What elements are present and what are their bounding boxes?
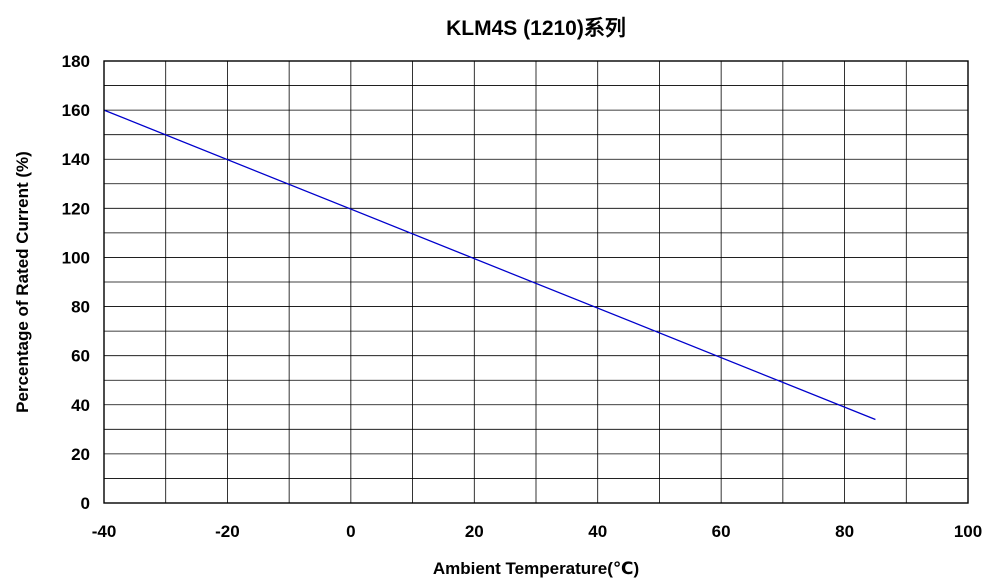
x-tick-label: 80 [835,522,854,541]
x-tick-label: 20 [465,522,484,541]
y-tick-labels: 0 20 40 60 80 100 120 140 160 180 [62,52,90,513]
y-tick-label: 40 [71,396,90,415]
y-tick-label: 100 [62,248,90,267]
x-tick-label: -20 [215,522,240,541]
x-tick-label: -40 [92,522,117,541]
y-tick-label: 120 [62,199,90,218]
x-tick-label: 0 [346,522,355,541]
y-tick-label: 60 [71,347,90,366]
y-tick-label: 160 [62,101,90,120]
y-tick-label: 80 [71,298,90,317]
chart-grid [104,61,968,503]
x-tick-label: 60 [712,522,731,541]
y-axis-label: Percentage of Rated Current (%) [13,151,32,413]
x-tick-label: 100 [954,522,982,541]
y-tick-label: 20 [71,445,90,464]
plot-frame [103,60,969,504]
series-line [103,109,876,421]
chart-title: KLM4S (1210)系列 [446,17,626,40]
y-tick-label: 140 [62,150,90,169]
x-tick-label: 40 [588,522,607,541]
x-tick-labels: -40 -20 0 20 40 60 80 100 [92,522,982,541]
x-axis-label: Ambient Temperature(℃) [432,559,640,578]
chart-series [103,109,876,421]
y-tick-label: 0 [81,494,90,513]
y-tick-label: 180 [62,52,90,71]
